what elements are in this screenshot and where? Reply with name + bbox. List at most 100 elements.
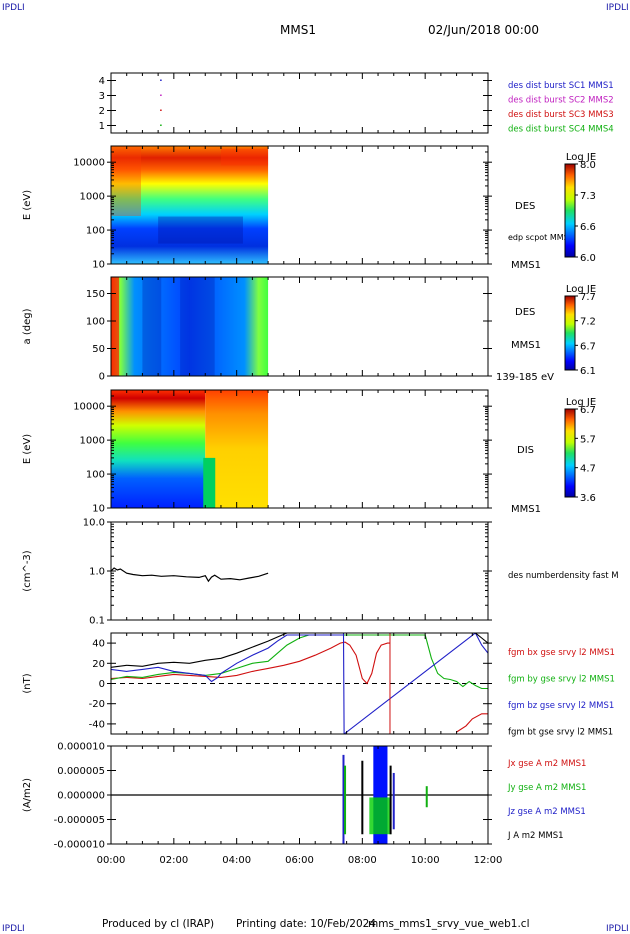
y-tick-label: 10	[92, 504, 105, 515]
bfield-legend-3: fgm bt gse srvy l2 MMS1	[508, 728, 613, 738]
y-tick-label: 10.0	[83, 518, 105, 529]
footer-corner-left: IPDLI	[2, 924, 25, 934]
bfield-plot	[111, 633, 488, 734]
y-tick-label: 10000	[73, 402, 105, 413]
y-tick-label: -0.000010	[54, 840, 105, 851]
colorbar	[564, 408, 576, 498]
y-tick-label: 0.1	[89, 616, 105, 627]
dis-spectrogram	[111, 390, 269, 508]
y-tick-label: 100	[86, 226, 105, 237]
legend-burst-sc3: des dist burst SC3 MMS3	[508, 110, 614, 120]
legend-burst-sc2: des dist burst SC2 MMS2	[508, 96, 614, 106]
colorbar	[564, 295, 576, 371]
y-tick-label: 20	[92, 659, 105, 670]
pitch-angle-dark-band	[180, 277, 215, 376]
colorbar-tick-label: 5.7	[580, 434, 596, 445]
bfield-legend-2: fgm bz gse srvy l2 MMS1	[508, 701, 614, 711]
x-tick-label: 12:00	[474, 855, 503, 866]
current-plot	[111, 746, 488, 844]
y-tick-label: 100	[86, 317, 105, 328]
density-series-line	[111, 567, 269, 583]
colorbar-title: Log JE	[566, 152, 596, 163]
colorbar-tick-label: 6.6	[580, 222, 596, 233]
x-tick-label: 10:00	[411, 855, 440, 866]
y-tick-label: 1000	[80, 436, 105, 447]
colorbar-title: Log JE	[566, 284, 596, 295]
energy-range-label: 139-185 eV	[496, 372, 554, 383]
pitch-angle-fill	[111, 277, 269, 376]
y-axis-label: (nT)	[22, 673, 33, 693]
y-axis-label: E (eV)	[22, 190, 33, 220]
current-legend-2: Jz gse A m2 MMS1	[507, 807, 586, 817]
footer-corner-right: IPDLI	[606, 924, 629, 934]
x-tick-label: 00:00	[97, 855, 126, 866]
bfield-series-0	[111, 641, 488, 733]
colorbar-tick-label: 8.0	[580, 160, 596, 171]
y-tick-label: -20	[89, 699, 105, 710]
bfield-series-3	[111, 633, 488, 668]
des-spectrogram-low-region	[158, 216, 243, 244]
colorbar-tick-label: 7.7	[580, 292, 596, 303]
y-axis-label: a (deg)	[22, 308, 33, 344]
stack-plot: des dist burst SC1 MMS1 des dist burst SC…	[22, 72, 619, 866]
colorbar-tick-label: 6.1	[580, 366, 596, 377]
current-legend-0: Jx gse A m2 MMS1	[507, 759, 586, 769]
scpot-label: edp scpot MMS1	[508, 233, 574, 242]
dis-spectrogram-right-fill	[205, 390, 269, 508]
footer-produced-by: Produced by cl (IRAP)	[102, 918, 215, 930]
x-tick-label: 04:00	[222, 855, 251, 866]
des-label: DES	[515, 201, 535, 212]
colorbar-title: Log JE	[566, 397, 596, 408]
bfield-legend-0: fgm bx gse srvy l2 MMS1	[508, 648, 615, 658]
y-axis-label: E (eV)	[22, 434, 33, 464]
colorbar-tick-label: 3.6	[580, 493, 596, 504]
colorbar	[564, 163, 576, 258]
y-axis-label: (cm^-3)	[22, 550, 33, 591]
burst-marker	[160, 124, 162, 126]
bfield-series-2	[111, 633, 488, 734]
y-tick-label: -0.000005	[54, 815, 105, 826]
footer-printing-date: Printing date: 10/Feb/2024	[236, 918, 377, 930]
date-title: 02/Jun/2018 00:00	[428, 23, 540, 37]
y-tick-label: 0.000000	[57, 791, 105, 802]
y-tick-label: 50	[92, 344, 105, 355]
y-tick-label: 0.000010	[57, 742, 105, 753]
colorbar-tick-label: 6.7	[580, 341, 596, 352]
y-axis-label: (A/m2)	[22, 778, 33, 812]
des-mms-label: MMS1	[511, 260, 541, 271]
colorbar-tick-label: 6.0	[580, 253, 596, 264]
colorbar-tick-label: 4.7	[580, 464, 596, 475]
current-burst-green	[369, 797, 392, 835]
pitch-angle-spectrogram	[111, 277, 269, 376]
burst-marker	[160, 94, 162, 96]
panel-frame-0	[110, 72, 489, 134]
y-tick-label: 10000	[73, 158, 105, 169]
y-tick-label: 0.000005	[57, 766, 105, 777]
des-spectrogram-fill	[111, 146, 269, 264]
pa-des-label: DES	[515, 307, 535, 318]
colorbar-tick-label: 6.7	[580, 405, 596, 416]
footer-filename: mms_mms1_srvy_vue_web1.cl	[368, 918, 530, 930]
y-tick-label: 0	[99, 372, 105, 383]
colorbar-tick-label: 7.3	[580, 191, 596, 202]
bfield-legend-1: fgm by gse srvy l2 MMS1	[508, 675, 615, 685]
dis-spectrogram-left-fill	[111, 390, 206, 508]
current-legend-1: Jy gse A m2 MMS1	[507, 783, 586, 793]
legend-burst-sc1: des dist burst SC1 MMS1	[508, 81, 614, 91]
colorbar-tick-label: 7.2	[580, 317, 596, 328]
burst-marker	[160, 109, 162, 111]
dis-mms-label: MMS1	[511, 504, 541, 515]
y-tick-label: 1.0	[89, 567, 105, 578]
panel-frame-4	[110, 521, 489, 621]
des-spectrogram	[111, 146, 269, 264]
legend-burst-sc4: des dist burst SC4 MMS4	[508, 125, 614, 135]
y-tick-label: 0	[99, 679, 105, 690]
x-tick-label: 08:00	[348, 855, 377, 866]
y-tick-label: 2	[99, 106, 105, 117]
pitch-angle-dark-band	[142, 277, 162, 376]
y-tick-label: -40	[89, 719, 105, 730]
x-tick-label: 02:00	[159, 855, 188, 866]
y-tick-label: 3	[99, 91, 105, 102]
pa-mms-label: MMS1	[511, 340, 541, 351]
y-tick-label: 10	[92, 260, 105, 271]
